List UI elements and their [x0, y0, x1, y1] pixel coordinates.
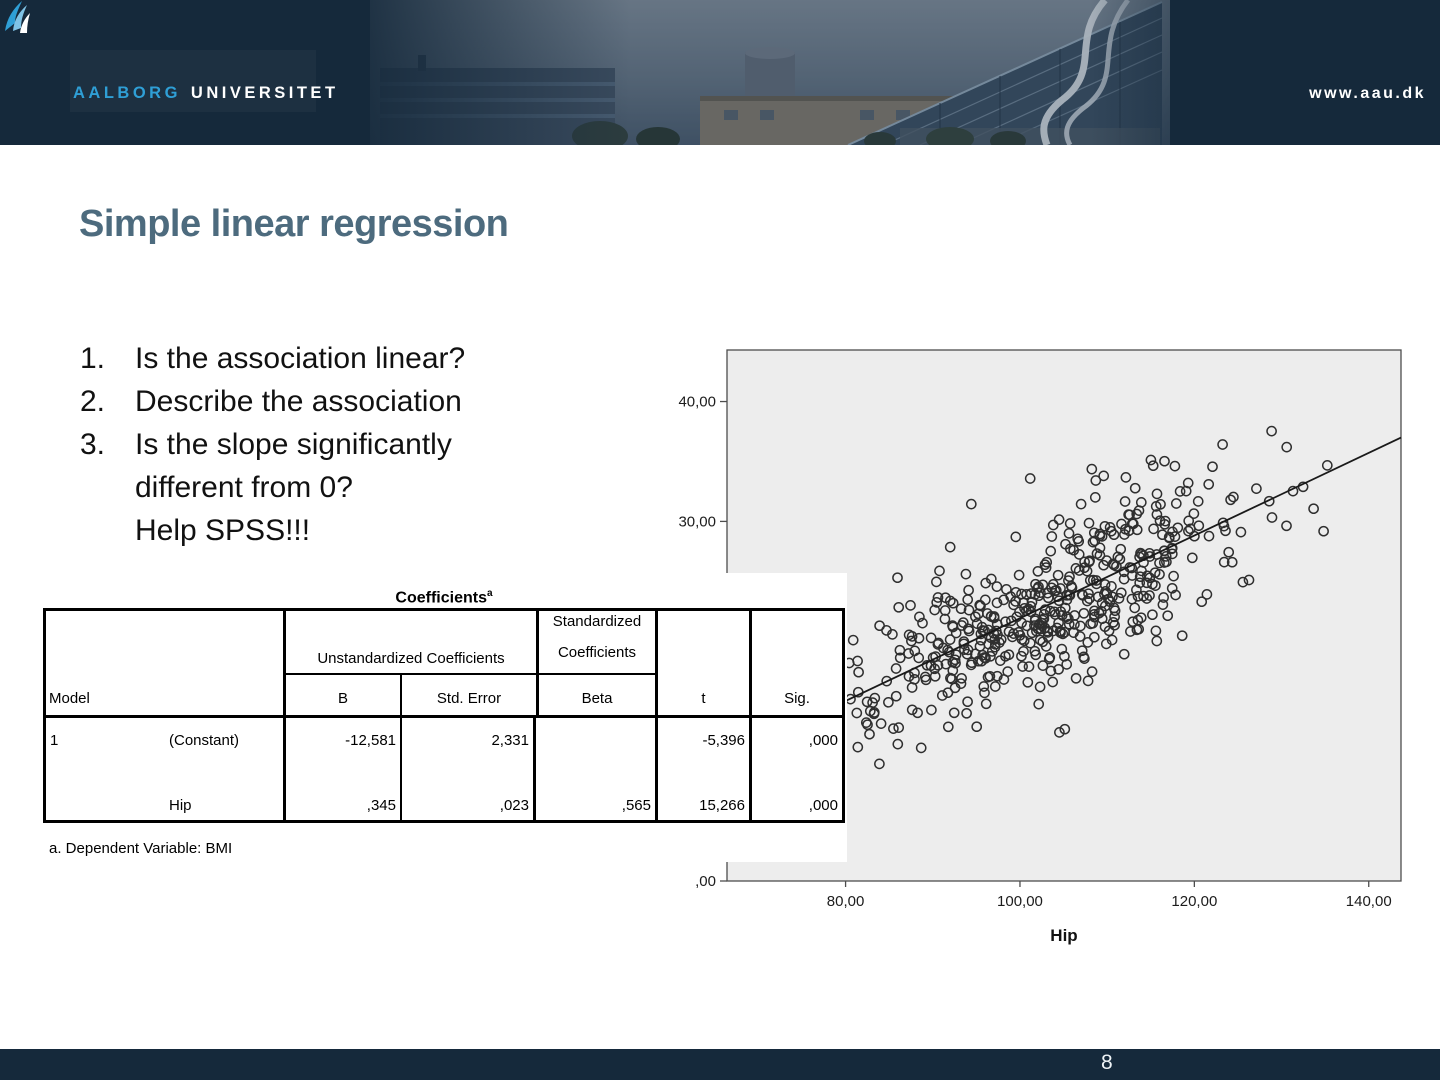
- svg-text:,00: ,00: [695, 873, 716, 890]
- table-row-constant: 1 (Constant): [46, 718, 286, 778]
- svg-text:100,00: 100,00: [997, 893, 1043, 910]
- svg-text:30,00: 30,00: [678, 513, 716, 530]
- cell-t: 15,266: [658, 778, 752, 820]
- cell-beta: [536, 718, 658, 778]
- table-row-hip: Hip: [46, 778, 286, 820]
- footer-bar: [0, 1049, 1440, 1080]
- table-footnote: a. Dependent Variable: BMI: [49, 840, 233, 857]
- col-header-b: B: [286, 675, 402, 715]
- group-header-standardized: Standardized Coefficients: [536, 611, 658, 675]
- list-text: Is the association linear?: [135, 342, 466, 375]
- col-header-sig: Sig.: [784, 690, 810, 707]
- campus-photo: [0, 0, 1440, 145]
- group-header-unstandardized: Unstandardized Coefficients: [286, 611, 536, 675]
- svg-text:140,00: 140,00: [1346, 893, 1392, 910]
- list-text: Help SPSS!!!: [135, 514, 311, 547]
- list-item: 1. Is the association linear?: [80, 337, 465, 380]
- cell-t: -5,396: [658, 718, 752, 778]
- table-body: 1 (Constant) -12,581 2,331 -5,396 ,000 H…: [46, 718, 842, 820]
- list-marker: 3.: [80, 428, 106, 461]
- cell-sig: ,000: [808, 797, 838, 814]
- col-header-t: t: [658, 611, 752, 715]
- table-title-superscript: a: [487, 588, 493, 599]
- x-axis-label: Hip: [1050, 926, 1077, 945]
- cell-sig: ,000: [808, 732, 838, 749]
- list-text: different from 0?: [135, 471, 353, 504]
- cell-beta: ,565: [536, 778, 658, 820]
- aau-logo: AALBORG UNIVERSITET: [73, 84, 339, 103]
- logo-text-aalborg: AALBORG: [73, 84, 181, 102]
- list-marker: 1.: [80, 342, 106, 375]
- logo-text-universitet: UNIVERSITET: [190, 84, 339, 102]
- cell-predictor: Hip: [169, 797, 192, 814]
- cell-predictor: (Constant): [169, 732, 240, 749]
- cell-b: -12,581: [286, 718, 402, 778]
- page-number: 8: [1101, 1051, 1113, 1074]
- table-title: Coefficientsa: [395, 588, 493, 607]
- list-marker: 2.: [80, 385, 106, 418]
- coefficients-panel: Coefficientsa Model Unstandardized Coeff…: [40, 573, 847, 862]
- header-banner: AALBORG UNIVERSITET www.aau.dk: [0, 0, 1440, 145]
- list-text: Describe the association: [135, 385, 462, 418]
- table-header: Model Unstandardized Coefficients Standa…: [46, 611, 842, 718]
- website-url: www.aau.dk: [1309, 85, 1426, 102]
- cell-std-error: 2,331: [402, 718, 536, 778]
- col-header-std-error: Std. Error: [436, 690, 502, 707]
- col-header-model: Model: [46, 611, 286, 715]
- spss-coefficients-table: Model Unstandardized Coefficients Standa…: [43, 608, 845, 823]
- svg-text:40,00: 40,00: [678, 394, 716, 411]
- cell-std-error: ,023: [402, 778, 536, 820]
- numbered-list: 1. Is the association linear? 2. Describ…: [80, 337, 465, 552]
- page-title: Simple linear regression: [79, 203, 509, 245]
- svg-text:80,00: 80,00: [827, 893, 865, 910]
- list-item: 3. Is the slope significantly different …: [80, 423, 465, 552]
- cell-b: ,345: [286, 778, 402, 820]
- list-item: 2. Describe the association: [80, 380, 465, 423]
- svg-text:120,00: 120,00: [1171, 893, 1217, 910]
- col-header-beta: Beta: [536, 675, 658, 715]
- list-text: Is the slope significantly: [135, 428, 452, 461]
- cell-model-number: 1: [50, 732, 59, 749]
- aau-logo-icon: [5, 1, 30, 33]
